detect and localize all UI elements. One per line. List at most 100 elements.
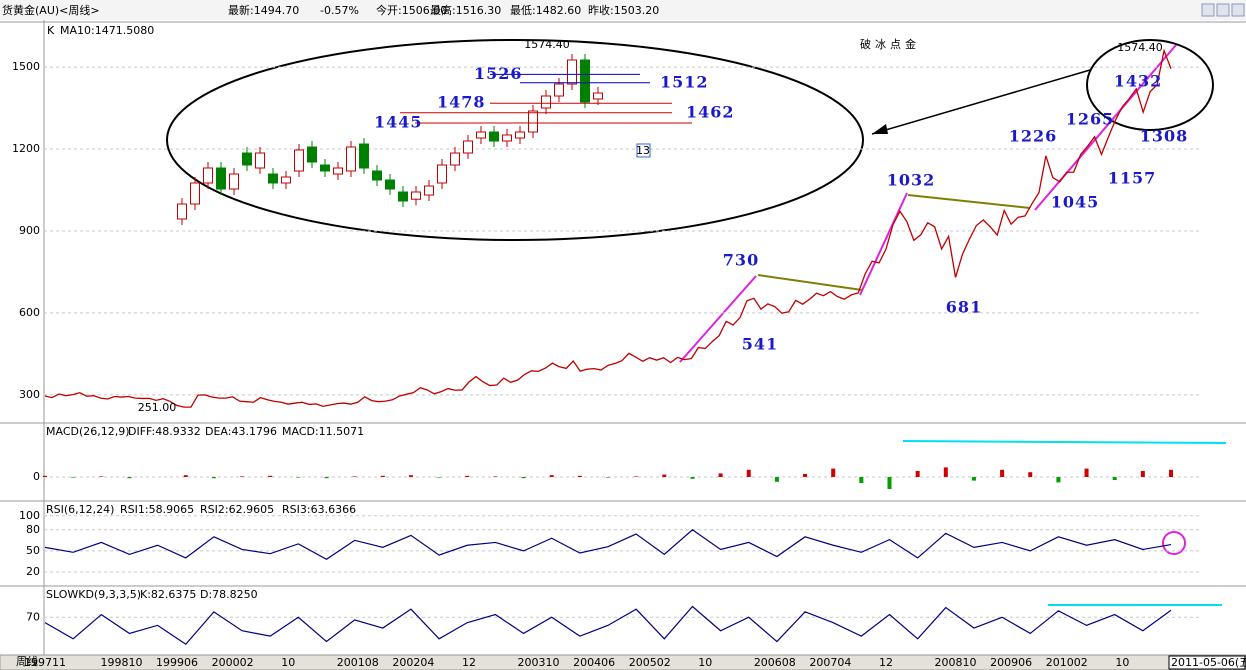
- annotation: 1045: [1051, 193, 1100, 212]
- candle: [255, 152, 265, 169]
- candle: [294, 149, 304, 172]
- macd-bar: [1000, 469, 1005, 477]
- x-tick-label: 12: [879, 656, 893, 669]
- macd-bar: [803, 474, 808, 477]
- macd-bar: [746, 469, 751, 477]
- candle: [437, 164, 447, 184]
- candle: [359, 143, 369, 169]
- level-label: 1512: [660, 72, 709, 91]
- trend-line: [757, 274, 863, 291]
- y-tick-label: 1500: [12, 60, 40, 73]
- y-tick-label: 300: [19, 388, 40, 401]
- candle: [411, 191, 421, 200]
- indicator-line: [44, 605, 1172, 646]
- x-tick-label: 200310: [517, 656, 559, 669]
- candle: [463, 140, 473, 154]
- macd-bar: [662, 474, 667, 477]
- y-tick-label: 50: [26, 544, 40, 557]
- candle: [177, 203, 187, 220]
- annotation: 1574.40: [1117, 41, 1163, 54]
- candle: [476, 131, 486, 139]
- x-tick-label: 200810: [935, 656, 977, 669]
- candle: [385, 179, 395, 190]
- highlight-ellipse: [1086, 39, 1214, 131]
- quote-item: 今开:1506.00: [376, 3, 447, 17]
- x-tick-label: 2011-05-06(五): [1171, 656, 1246, 669]
- macd-bar: [887, 477, 892, 489]
- annotation: 1226: [1009, 127, 1058, 146]
- y-tick-label: 1200: [12, 142, 40, 155]
- macd-bar: [1112, 477, 1117, 480]
- candle: [281, 176, 291, 184]
- legend-entry: K: [47, 24, 55, 37]
- nav-button[interactable]: [1216, 3, 1230, 17]
- macd-bar: [211, 477, 216, 479]
- annotation: 1032: [887, 171, 936, 190]
- macd-bar: [577, 475, 582, 477]
- x-tick-label: 199906: [156, 656, 198, 669]
- annotation: 1157: [1108, 169, 1157, 188]
- annotation: 1308: [1140, 127, 1189, 146]
- candle: [567, 59, 577, 85]
- indicator-legend: RSI2:62.9605: [200, 503, 274, 516]
- x-tick-label: 201002: [1046, 656, 1088, 669]
- macd-bar: [240, 476, 245, 477]
- x-tick-label: 200704: [809, 656, 851, 669]
- macd-bar: [465, 475, 470, 477]
- y-tick-label: 20: [26, 565, 40, 578]
- x-tick-label: 10: [1115, 656, 1129, 669]
- annotation: 1265: [1066, 110, 1115, 129]
- macd-bar: [859, 477, 864, 483]
- inset-ellipse: [166, 39, 864, 241]
- x-axis-strip: [0, 654, 1246, 670]
- annotation: 1432: [1114, 72, 1163, 91]
- trend-line: [907, 194, 1031, 209]
- x-tick-label: 200002: [212, 656, 254, 669]
- level-label: 1478: [437, 93, 486, 112]
- candle: [229, 173, 239, 190]
- macd-bar: [915, 471, 920, 477]
- x-tick-label: 199711: [24, 656, 66, 669]
- macd-bar: [324, 477, 329, 479]
- highlight-circle: [1162, 531, 1186, 555]
- macd-bar: [1140, 471, 1145, 477]
- macd-bar: [971, 477, 976, 481]
- macd-bar: [634, 476, 639, 477]
- x-tick-label: 10: [281, 656, 295, 669]
- level-label: 1445: [374, 113, 423, 132]
- arrow: [871, 69, 1091, 135]
- y-tick-label: 900: [19, 224, 40, 237]
- candle: [424, 185, 434, 196]
- indicator-legend: DEA:43.1796: [205, 425, 277, 438]
- candle: [346, 146, 356, 172]
- macd-bar: [831, 468, 836, 477]
- indicator-legend: RSI1:58.9065: [120, 503, 194, 516]
- quote-item: -0.57%: [320, 4, 359, 17]
- y-tick-label: 0: [33, 470, 40, 483]
- x-tick-label: 199810: [100, 656, 142, 669]
- macd-bar: [183, 475, 188, 477]
- candle: [541, 95, 551, 109]
- candle: [203, 167, 213, 184]
- candle: [554, 83, 564, 97]
- trend-arrow: [1034, 44, 1177, 211]
- x-tick-label: 12: [462, 656, 476, 669]
- candle: [593, 92, 603, 100]
- indicator-title: RSI(6,12,24): [46, 503, 114, 516]
- candle: [320, 164, 330, 172]
- macd-bar: [71, 477, 76, 478]
- macd-bar: [1056, 477, 1061, 483]
- x-tick-label: 200108: [337, 656, 379, 669]
- nav-button[interactable]: [1231, 3, 1245, 17]
- macd-bar: [549, 475, 554, 477]
- level-label: 1462: [686, 102, 735, 121]
- x-tick-label: 200906: [990, 656, 1032, 669]
- annotation: 541: [742, 335, 778, 354]
- legend-entry: MA10:1471.5080: [60, 24, 154, 37]
- candle: [216, 167, 226, 190]
- nav-button[interactable]: [1201, 3, 1215, 17]
- x-tick-label: 200502: [629, 656, 671, 669]
- candle: [515, 131, 525, 139]
- indicator-legend: K:82.6375: [140, 588, 196, 601]
- macd-bar: [718, 473, 723, 477]
